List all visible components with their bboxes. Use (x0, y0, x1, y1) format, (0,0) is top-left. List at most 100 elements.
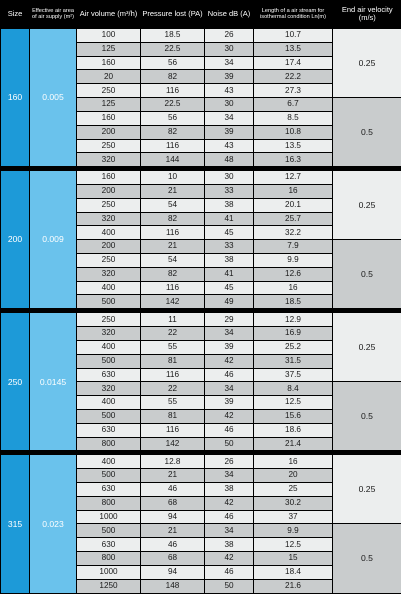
pressure-lost-cell: 81 (141, 354, 205, 368)
air-volume-cell: 500 (77, 295, 141, 309)
noise-cell: 34 (205, 469, 254, 483)
end-velocity-cell: 0.25 (333, 29, 401, 98)
noise-cell: 45 (205, 226, 254, 240)
stream-length-cell: 15.6 (254, 409, 333, 423)
stream-length-cell: 16 (254, 184, 333, 198)
pressure-lost-cell: 142 (141, 437, 205, 451)
noise-cell: 46 (205, 368, 254, 382)
stream-length-cell: 12.5 (254, 538, 333, 552)
stream-length-cell: 10.8 (254, 125, 333, 139)
noise-cell: 49 (205, 295, 254, 309)
pressure-lost-cell: 116 (141, 84, 205, 98)
noise-cell: 50 (205, 579, 254, 593)
stream-length-cell: 37.5 (254, 368, 333, 382)
pressure-lost-cell: 116 (141, 139, 205, 153)
pressure-lost-cell: 116 (141, 368, 205, 382)
pressure-lost-cell: 82 (141, 70, 205, 84)
air-volume-cell: 400 (77, 281, 141, 295)
stream-length-cell: 25.7 (254, 212, 333, 226)
air-volume-cell: 320 (77, 267, 141, 281)
stream-length-cell: 21.4 (254, 437, 333, 451)
pressure-lost-cell: 56 (141, 111, 205, 125)
noise-cell: 43 (205, 84, 254, 98)
end-velocity-cell: 0.25 (333, 171, 401, 240)
noise-cell: 26 (205, 29, 254, 43)
air-volume-cell: 250 (77, 313, 141, 327)
air-volume-cell: 400 (77, 455, 141, 469)
stream-length-cell: 25 (254, 483, 333, 497)
air-volume-cell: 400 (77, 340, 141, 354)
noise-cell: 38 (205, 254, 254, 268)
pressure-lost-cell: 82 (141, 125, 205, 139)
noise-cell: 26 (205, 455, 254, 469)
noise-cell: 34 (205, 111, 254, 125)
header-noise: Noise dB (A) (205, 0, 254, 29)
stream-length-cell: 20.1 (254, 198, 333, 212)
pressure-lost-cell: 81 (141, 409, 205, 423)
pressure-lost-cell: 68 (141, 552, 205, 566)
air-volume-cell: 1250 (77, 579, 141, 593)
noise-cell: 45 (205, 281, 254, 295)
stream-length-cell: 13.5 (254, 139, 333, 153)
stream-length-cell: 18.5 (254, 295, 333, 309)
air-volume-cell: 500 (77, 409, 141, 423)
noise-cell: 41 (205, 212, 254, 226)
noise-cell: 48 (205, 153, 254, 167)
stream-length-cell: 12.6 (254, 267, 333, 281)
noise-cell: 30 (205, 171, 254, 185)
air-volume-cell: 500 (77, 354, 141, 368)
stream-length-cell: 37 (254, 510, 333, 524)
air-volume-cell: 800 (77, 552, 141, 566)
stream-length-cell: 15 (254, 552, 333, 566)
noise-cell: 42 (205, 496, 254, 510)
size-cell: 160 (1, 29, 30, 167)
pressure-lost-cell: 22.5 (141, 42, 205, 56)
air-volume-cell: 320 (77, 327, 141, 341)
noise-cell: 39 (205, 70, 254, 84)
effective-area-cell: 0.023 (30, 455, 77, 593)
noise-cell: 30 (205, 98, 254, 112)
air-volume-cell: 320 (77, 153, 141, 167)
noise-cell: 30 (205, 42, 254, 56)
air-volume-cell: 400 (77, 226, 141, 240)
air-volume-cell: 400 (77, 396, 141, 410)
stream-length-cell: 27.3 (254, 84, 333, 98)
stream-length-cell: 22.2 (254, 70, 333, 84)
stream-length-cell: 18.6 (254, 423, 333, 437)
end-velocity-cell: 0.25 (333, 313, 401, 382)
pressure-lost-cell: 22 (141, 327, 205, 341)
noise-cell: 29 (205, 313, 254, 327)
air-volume-cell: 20 (77, 70, 141, 84)
air-volume-cell: 125 (77, 98, 141, 112)
stream-length-cell: 8.4 (254, 382, 333, 396)
pressure-lost-cell: 22 (141, 382, 205, 396)
air-volume-cell: 630 (77, 483, 141, 497)
pressure-lost-cell: 12.8 (141, 455, 205, 469)
stream-length-cell: 20 (254, 469, 333, 483)
pressure-lost-cell: 11 (141, 313, 205, 327)
air-volume-cell: 800 (77, 496, 141, 510)
air-volume-cell: 200 (77, 240, 141, 254)
air-volume-cell: 500 (77, 469, 141, 483)
pressure-lost-cell: 21 (141, 524, 205, 538)
pressure-lost-cell: 21 (141, 184, 205, 198)
pressure-lost-cell: 116 (141, 226, 205, 240)
size-cell: 315 (1, 455, 30, 593)
pressure-lost-cell: 55 (141, 340, 205, 354)
header-size: Size (1, 0, 30, 29)
pressure-lost-cell: 46 (141, 538, 205, 552)
pressure-lost-cell: 55 (141, 396, 205, 410)
stream-length-cell: 16 (254, 281, 333, 295)
noise-cell: 34 (205, 382, 254, 396)
pressure-lost-cell: 142 (141, 295, 205, 309)
stream-length-cell: 16.3 (254, 153, 333, 167)
noise-cell: 50 (205, 437, 254, 451)
noise-cell: 46 (205, 565, 254, 579)
stream-length-cell: 8.5 (254, 111, 333, 125)
pressure-lost-cell: 116 (141, 423, 205, 437)
end-velocity-cell: 0.5 (333, 524, 401, 593)
noise-cell: 33 (205, 184, 254, 198)
air-volume-cell: 250 (77, 84, 141, 98)
stream-length-cell: 31.5 (254, 354, 333, 368)
